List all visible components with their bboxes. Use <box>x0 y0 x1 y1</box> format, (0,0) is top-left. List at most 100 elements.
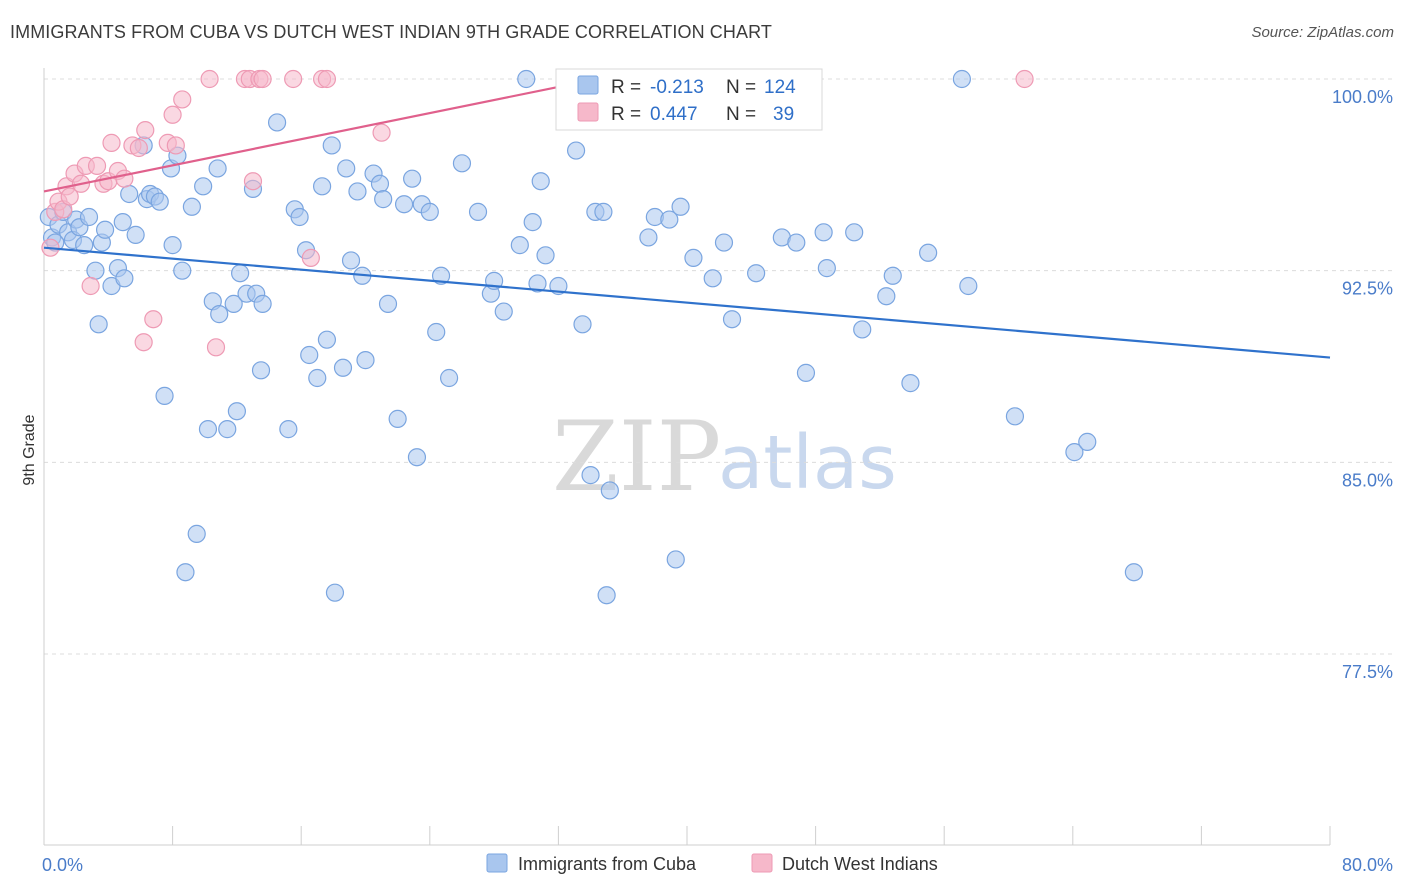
point-cuba <box>468 202 488 221</box>
stats-n-label-pink: N = <box>726 104 756 125</box>
point-cuba <box>312 177 332 196</box>
point-cuba <box>747 264 766 283</box>
point-cuba <box>253 294 272 313</box>
point-dutch-west-indian <box>206 338 226 357</box>
point-cuba <box>600 481 619 500</box>
point-cuba <box>427 322 446 342</box>
point-cuba <box>660 210 679 229</box>
point-cuba <box>431 266 451 285</box>
y-tick-label: 85.0% <box>1342 470 1393 490</box>
point-cuba <box>308 368 327 388</box>
point-cuba <box>86 261 105 280</box>
point-dutch-west-indian <box>129 138 148 158</box>
point-dutch-west-indian <box>60 187 79 206</box>
stats-n-value-blue: 124 <box>764 77 796 98</box>
point-cuba <box>407 448 427 467</box>
point-cuba <box>208 159 227 178</box>
point-cuba <box>666 550 685 569</box>
point-cuba <box>714 233 734 252</box>
point-cuba <box>251 361 271 380</box>
point-cuba <box>1124 563 1143 582</box>
point-cuba <box>581 466 600 485</box>
y-tick-label: 92.5% <box>1342 279 1393 299</box>
legend-label-dutch: Dutch West Indians <box>782 854 938 874</box>
point-dutch-west-indian <box>1015 69 1034 89</box>
point-cuba <box>95 220 115 239</box>
point-cuba <box>877 287 896 306</box>
stats-n-value-pink: 39 <box>773 104 794 125</box>
point-cuba <box>163 236 182 255</box>
x-tick-label: 80.0% <box>1342 855 1393 875</box>
point-cuba <box>510 236 529 255</box>
point-cuba <box>337 159 356 178</box>
point-cuba <box>814 223 833 242</box>
point-cuba <box>89 315 108 334</box>
point-dutch-west-indian <box>87 156 107 175</box>
stats-n-label-blue: N = <box>726 77 756 98</box>
point-cuba <box>279 420 298 439</box>
point-cuba <box>155 386 174 405</box>
point-cuba <box>173 261 192 280</box>
watermark-atlas: atlas <box>718 420 897 506</box>
chart-title: IMMIGRANTS FROM CUBA VS DUTCH WEST INDIA… <box>10 22 772 42</box>
point-cuba <box>113 213 132 232</box>
point-cuba <box>378 294 398 313</box>
point-cuba <box>322 136 341 155</box>
stats-swatch-blue <box>577 75 599 95</box>
point-cuba <box>420 202 439 221</box>
point-cuba <box>348 182 367 201</box>
point-cuba <box>176 563 195 582</box>
point-cuba <box>684 248 703 267</box>
point-dutch-west-indian <box>102 133 121 152</box>
point-cuba <box>370 174 390 193</box>
point-cuba <box>75 236 94 255</box>
y-tick-label: 100.0% <box>1332 87 1393 107</box>
point-cuba <box>231 264 250 283</box>
point-cuba <box>919 243 938 262</box>
stats-r-value-pink: 0.447 <box>650 104 698 125</box>
point-cuba <box>227 402 246 421</box>
point-dutch-west-indian <box>163 105 182 124</box>
stats-r-value-blue: -0.213 <box>650 77 704 98</box>
point-cuba <box>883 266 902 285</box>
point-cuba <box>333 358 353 377</box>
point-cuba <box>187 524 206 543</box>
point-dutch-west-indian <box>372 123 391 142</box>
x-tick-label: 0.0% <box>42 855 83 875</box>
point-cuba <box>182 197 201 216</box>
point-cuba <box>317 330 337 349</box>
point-cuba <box>115 269 134 288</box>
point-cuba <box>573 315 592 334</box>
point-cuba <box>597 586 616 605</box>
point-cuba <box>341 251 361 270</box>
point-cuba <box>79 207 99 227</box>
point-cuba <box>356 351 375 370</box>
point-cuba <box>267 113 287 132</box>
point-dutch-west-indian <box>301 248 320 267</box>
point-dutch-west-indian <box>166 136 185 155</box>
axes: 100.0% 92.5% 85.0% 77.5% 0.0% 80.0% <box>42 68 1393 875</box>
point-cuba <box>150 192 169 211</box>
bottom-legend: Immigrants from Cuba Dutch West Indians <box>486 853 938 874</box>
source-label: Source: ZipAtlas.com <box>1251 24 1394 41</box>
point-cuba <box>494 302 513 321</box>
point-cuba <box>1065 443 1084 462</box>
trend-line-dutch-west-indian <box>43 72 623 193</box>
point-cuba <box>853 320 872 339</box>
point-cuba <box>536 246 555 265</box>
point-cuba <box>531 172 550 191</box>
point-dutch-west-indian <box>136 121 155 140</box>
point-cuba <box>290 207 309 227</box>
point-cuba <box>952 69 971 89</box>
point-dutch-west-indian <box>200 69 219 89</box>
trend-lines <box>43 72 1331 359</box>
point-cuba <box>959 276 978 296</box>
point-cuba <box>528 274 547 293</box>
point-cuba <box>224 294 243 313</box>
stats-legend: R = -0.213 N = 124 R = 0.447 N = 39 <box>555 68 823 131</box>
legend-label-cuba: Immigrants from Cuba <box>518 854 697 874</box>
point-cuba <box>439 368 459 388</box>
trend-line-cuba <box>43 246 1331 359</box>
y-axis-label: 9th Grade <box>21 414 38 485</box>
